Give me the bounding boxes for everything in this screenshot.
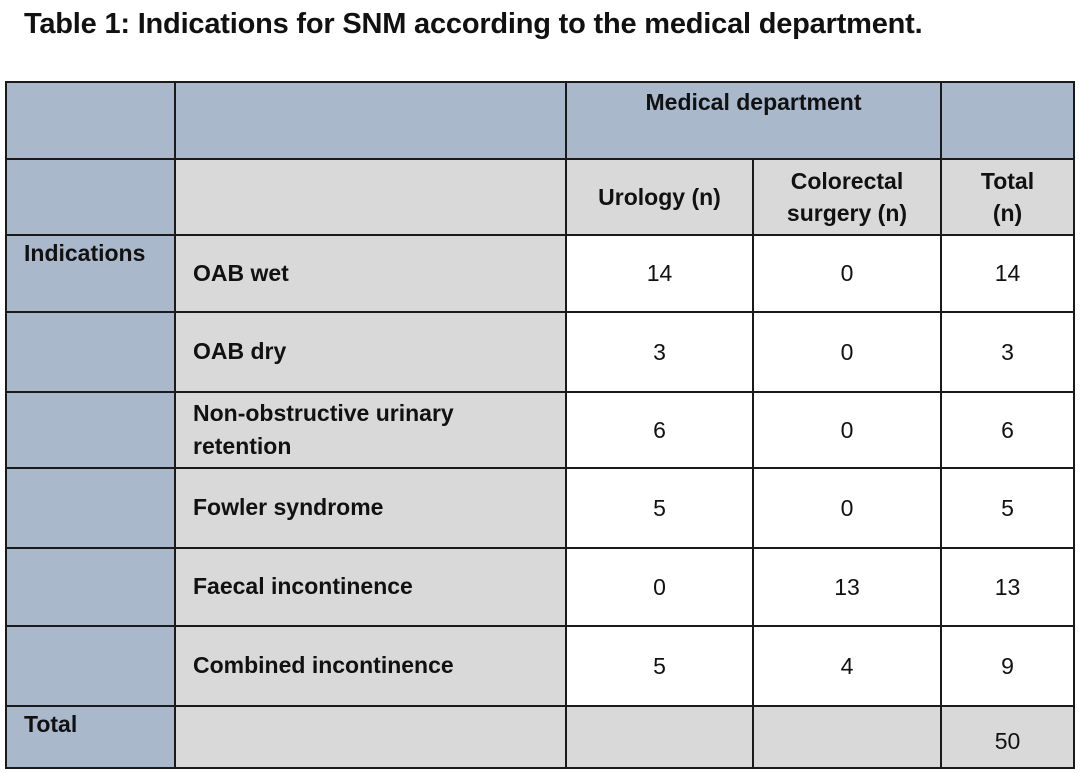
total-column-label-line1: Total bbox=[980, 167, 1035, 194]
header-corner-cell-2 bbox=[5, 158, 176, 236]
header-total-empty-cell bbox=[940, 81, 1075, 160]
total-row-label: Total bbox=[24, 711, 78, 737]
table-row: Fowler syndrome 5 0 5 bbox=[5, 467, 1075, 549]
header-row-group: Medical department bbox=[5, 81, 1075, 160]
total-empty-cell bbox=[174, 705, 567, 769]
grand-total-value: 50 bbox=[940, 705, 1075, 769]
table-row: OAB dry 3 0 3 bbox=[5, 311, 1075, 393]
total-value: 3 bbox=[940, 311, 1075, 393]
urology-column-header: Urology (n) bbox=[565, 158, 754, 236]
medical-department-label: Medical department bbox=[645, 89, 862, 115]
urology-value: 3 bbox=[565, 311, 754, 393]
total-label-cell: Total bbox=[5, 705, 176, 769]
indication-label-line2: retention bbox=[193, 433, 292, 459]
header-corner-cell bbox=[5, 81, 176, 160]
total-colorectal-empty-cell bbox=[752, 705, 942, 769]
total-value: 5 bbox=[940, 467, 1075, 549]
total-column-header: Total (n) bbox=[940, 158, 1075, 236]
colorectal-value: 4 bbox=[752, 625, 942, 707]
total-value: 6 bbox=[940, 391, 1075, 469]
total-value: 9 bbox=[940, 625, 1075, 707]
total-value: 13 bbox=[940, 547, 1075, 627]
indications-label: Indications bbox=[24, 240, 146, 266]
indication-label: OAB dry bbox=[193, 338, 287, 365]
urology-value: 0 bbox=[565, 547, 754, 627]
colorectal-value: 0 bbox=[752, 467, 942, 549]
urology-value: 6 bbox=[565, 391, 754, 469]
table-row: Faecal incontinence 0 13 13 bbox=[5, 547, 1075, 627]
indications-label-cell: Indications bbox=[5, 234, 176, 313]
urology-value: 14 bbox=[565, 234, 754, 313]
colorectal-value: 13 bbox=[752, 547, 942, 627]
header-row-columns: Urology (n) Colorectal surgery (n) Total… bbox=[5, 158, 1075, 236]
urology-value: 5 bbox=[565, 625, 754, 707]
total-urology-empty-cell bbox=[565, 705, 754, 769]
indication-label-line1: Non-obstructive urinary bbox=[193, 399, 454, 426]
colorectal-column-header: Colorectal surgery (n) bbox=[752, 158, 942, 236]
medical-department-header: Medical department bbox=[565, 81, 942, 160]
urology-value: 5 bbox=[565, 467, 754, 549]
indications-table: Medical department Urology (n) Colorecta… bbox=[5, 81, 1075, 769]
table-row: Combined incontinence 5 4 9 bbox=[5, 625, 1075, 707]
indication-label: Faecal incontinence bbox=[193, 573, 413, 600]
colorectal-column-label-line2: surgery (n) bbox=[786, 200, 908, 226]
indication-cell: OAB wet bbox=[174, 234, 567, 313]
row-label-empty-cell bbox=[5, 467, 176, 549]
colorectal-value: 0 bbox=[752, 234, 942, 313]
indication-cell: Non-obstructive urinary retention bbox=[174, 391, 567, 469]
urology-column-label: Urology (n) bbox=[598, 183, 721, 210]
indication-label: Combined incontinence bbox=[193, 652, 454, 679]
total-value: 14 bbox=[940, 234, 1075, 313]
row-label-empty-cell bbox=[5, 391, 176, 469]
header-empty-cell bbox=[174, 81, 567, 160]
total-row: Total 50 bbox=[5, 705, 1075, 769]
table-title: Table 1: Indications for SNM according t… bbox=[24, 8, 923, 40]
indication-label: Fowler syndrome bbox=[193, 494, 384, 521]
total-column-label-line2: (n) bbox=[992, 200, 1023, 226]
indication-cell: Faecal incontinence bbox=[174, 547, 567, 627]
indication-cell: Fowler syndrome bbox=[174, 467, 567, 549]
colorectal-column-label-line1: Colorectal bbox=[790, 167, 904, 194]
colorectal-value: 0 bbox=[752, 311, 942, 393]
table-row: Non-obstructive urinary retention 6 0 6 bbox=[5, 391, 1075, 469]
colorectal-value: 0 bbox=[752, 391, 942, 469]
header-indication-empty-cell bbox=[174, 158, 567, 236]
indication-label: OAB wet bbox=[193, 259, 289, 286]
row-label-empty-cell bbox=[5, 625, 176, 707]
row-label-empty-cell bbox=[5, 311, 176, 393]
indication-cell: Combined incontinence bbox=[174, 625, 567, 707]
row-label-empty-cell bbox=[5, 547, 176, 627]
indication-cell: OAB dry bbox=[174, 311, 567, 393]
table-row: Indications OAB wet 14 0 14 bbox=[5, 234, 1075, 313]
